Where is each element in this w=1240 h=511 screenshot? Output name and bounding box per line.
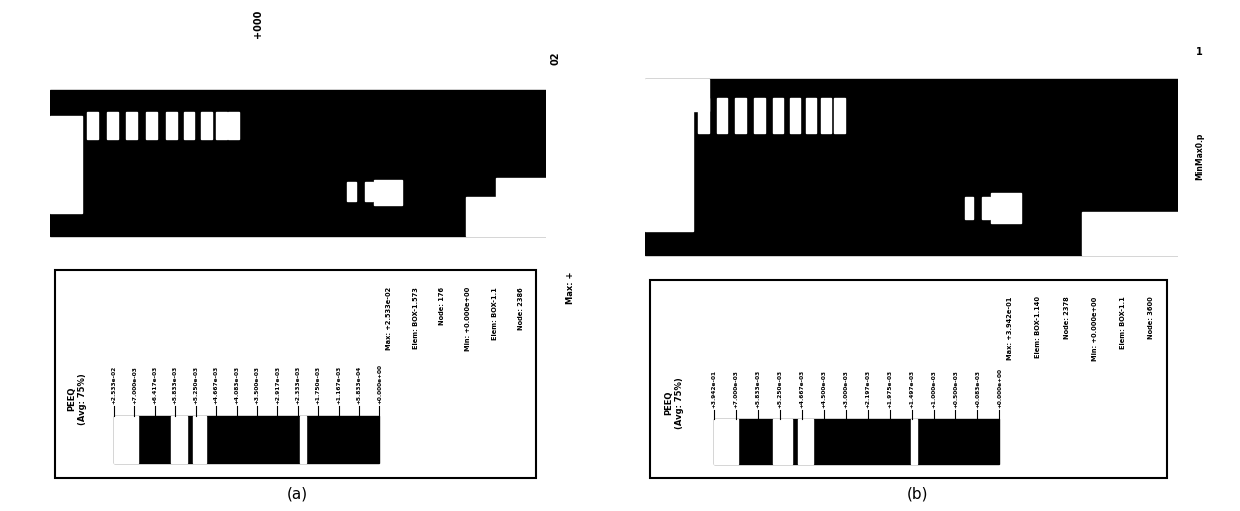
Text: Node: 176: Node: 176 — [439, 287, 445, 326]
Text: +4.500e-03: +4.500e-03 — [821, 370, 826, 408]
Bar — [714, 419, 738, 464]
Text: Max: +: Max: + — [565, 271, 575, 304]
Bar — [735, 98, 746, 133]
Text: Elem: BOX-1.140: Elem: BOX-1.140 — [1035, 296, 1042, 358]
Bar — [87, 112, 98, 139]
Text: +1.167e-03: +1.167e-03 — [336, 366, 341, 404]
Text: +3.500e-03: +3.500e-03 — [254, 366, 259, 404]
Bar — [790, 98, 801, 133]
Text: PEEQ
(Avg: 75%): PEEQ (Avg: 75%) — [665, 377, 683, 429]
Bar — [835, 98, 844, 133]
Text: +1.497e-03: +1.497e-03 — [909, 369, 914, 408]
Text: Min:: Min: — [253, 279, 263, 299]
Text: +1.750e-03: +1.750e-03 — [316, 366, 321, 404]
Text: Node: 2386: Node: 2386 — [518, 287, 523, 330]
Bar — [799, 419, 813, 464]
Bar — [645, 79, 1178, 255]
Bar — [146, 112, 157, 139]
Bar — [698, 98, 709, 133]
Bar — [1083, 212, 1178, 255]
Text: Min: +0.000e+00: Min: +0.000e+00 — [465, 287, 471, 352]
Text: +6.417e-03: +6.417e-03 — [153, 366, 157, 404]
Bar — [300, 416, 306, 463]
Text: +4.667e-03: +4.667e-03 — [800, 369, 805, 408]
Bar — [201, 112, 212, 139]
Bar — [466, 197, 546, 236]
Bar — [645, 79, 709, 111]
Bar — [645, 111, 693, 231]
Bar — [228, 112, 239, 139]
Text: +7.000e-03: +7.000e-03 — [734, 370, 739, 408]
Text: +4.667e-03: +4.667e-03 — [213, 366, 218, 404]
Bar — [107, 112, 118, 139]
Text: PEEQ
(Avg: 75%): PEEQ (Avg: 75%) — [67, 373, 87, 425]
Text: Max: +2.533e-02: Max: +2.533e-02 — [387, 287, 392, 351]
Text: +0.083e-03: +0.083e-03 — [975, 370, 980, 408]
Text: Elem: BOX-1.573: Elem: BOX-1.573 — [413, 287, 419, 349]
Bar — [347, 182, 356, 201]
Bar — [982, 197, 991, 219]
Text: Node: 3600: Node: 3600 — [1148, 296, 1154, 339]
Bar — [166, 112, 177, 139]
Bar — [193, 416, 206, 463]
Text: +5.250e-03: +5.250e-03 — [777, 369, 782, 408]
Bar — [216, 112, 227, 139]
Bar — [717, 98, 728, 133]
Bar — [992, 193, 1021, 223]
Text: +000: +000 — [253, 10, 263, 38]
Bar — [365, 182, 373, 201]
Text: +0.000e+00: +0.000e+00 — [377, 364, 382, 404]
Text: 1: 1 — [1195, 47, 1203, 57]
Text: +2.197e-03: +2.197e-03 — [866, 369, 870, 408]
Bar — [773, 419, 792, 464]
Text: +2.333e-03: +2.333e-03 — [295, 366, 300, 404]
Text: +4.083e-03: +4.083e-03 — [234, 366, 239, 404]
Text: Max: +3.942e-01: Max: +3.942e-01 — [1007, 296, 1013, 360]
Text: 02: 02 — [551, 52, 560, 65]
Bar — [911, 419, 916, 464]
Bar — [114, 416, 138, 463]
Text: +5.833e-03: +5.833e-03 — [755, 369, 760, 408]
Text: MinMax0.p: MinMax0.p — [1195, 133, 1204, 180]
Bar — [50, 115, 82, 213]
Text: +5.833e-04: +5.833e-04 — [357, 366, 362, 404]
Text: +1.000e-03: +1.000e-03 — [931, 370, 936, 408]
Text: (a): (a) — [286, 487, 309, 502]
Bar — [496, 178, 546, 197]
FancyBboxPatch shape — [650, 280, 1167, 478]
Text: +0.000e+00: +0.000e+00 — [997, 368, 1002, 408]
Bar — [965, 197, 973, 219]
Text: +5.250e-03: +5.250e-03 — [193, 366, 198, 404]
Text: Elem: BOX-1.1: Elem: BOX-1.1 — [491, 287, 497, 340]
Bar — [806, 98, 816, 133]
Text: +3.000e-03: +3.000e-03 — [843, 370, 848, 408]
Bar — [754, 98, 765, 133]
Bar — [171, 416, 187, 463]
Bar — [114, 416, 379, 463]
Text: Node: 2378: Node: 2378 — [1064, 296, 1070, 339]
Text: +0.500e-03: +0.500e-03 — [954, 370, 959, 408]
Text: +7.000e-03: +7.000e-03 — [131, 366, 136, 404]
Text: +2.533e-02: +2.533e-02 — [112, 366, 117, 404]
Bar — [714, 419, 999, 464]
Text: +3.942e-01: +3.942e-01 — [712, 369, 717, 408]
FancyBboxPatch shape — [55, 270, 536, 478]
Bar — [126, 112, 138, 139]
Bar — [50, 90, 546, 236]
Text: Elem: BOX-1.1: Elem: BOX-1.1 — [1120, 296, 1126, 349]
Text: +2.917e-03: +2.917e-03 — [275, 366, 280, 404]
Text: +5.833e-03: +5.833e-03 — [172, 366, 177, 404]
Bar — [374, 180, 402, 205]
Text: +1.975e-03: +1.975e-03 — [887, 369, 892, 408]
Bar — [821, 98, 832, 133]
Bar — [773, 98, 784, 133]
Text: (b): (b) — [906, 487, 929, 502]
Bar — [184, 112, 195, 139]
Text: Min: +0.000e+00: Min: +0.000e+00 — [1092, 296, 1097, 361]
